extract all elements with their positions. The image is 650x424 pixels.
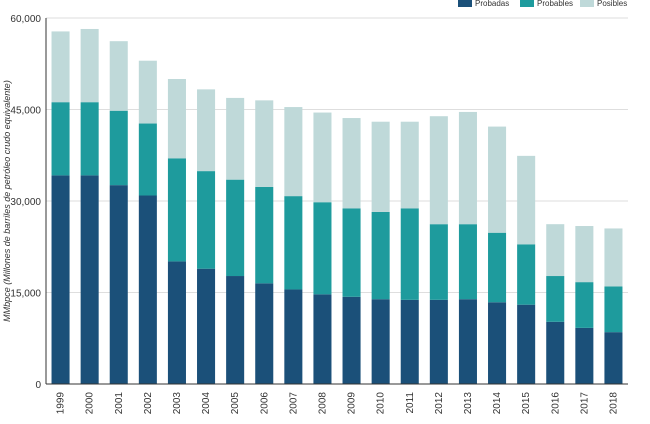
x-tick-label: 2002 xyxy=(143,392,154,415)
bar-probables-1999 xyxy=(51,102,70,176)
x-tick-label: 2009 xyxy=(347,392,358,415)
bar-posibles-2015 xyxy=(517,155,536,245)
legend: Probadas Probables Posibles xyxy=(458,0,627,8)
legend-swatch-posibles xyxy=(580,0,594,7)
bar-probadas-2004 xyxy=(197,268,216,384)
x-tick-label: 2016 xyxy=(550,392,561,415)
bar-posibles-2009 xyxy=(342,118,361,209)
x-tick-label: 2004 xyxy=(201,392,212,415)
bar-probadas-2016 xyxy=(546,321,565,384)
axes xyxy=(45,18,628,385)
bar-probables-2013 xyxy=(458,224,477,300)
bar-probables-2000 xyxy=(80,102,99,176)
bar-probables-2018 xyxy=(604,286,623,333)
bar-posibles-2018 xyxy=(604,228,623,287)
x-tick-label: 2017 xyxy=(579,392,590,415)
y-axis-label: MMbpce (Millones de barriles de petróleo… xyxy=(2,80,12,322)
bar-posibles-2012 xyxy=(429,116,448,225)
y-tick-label: 0 xyxy=(35,380,41,391)
bar-probables-2002 xyxy=(138,123,157,196)
bar-probadas-2013 xyxy=(458,299,477,384)
bar-posibles-2013 xyxy=(458,111,477,225)
bar-posibles-2002 xyxy=(138,60,157,124)
x-tick-label: 2013 xyxy=(463,392,474,415)
bar-posibles-2011 xyxy=(400,121,419,209)
y-tick-label: 15,000 xyxy=(10,289,41,300)
bar-posibles-2016 xyxy=(546,224,565,277)
x-tick-label: 2010 xyxy=(376,392,387,415)
legend-label-probables: Probables xyxy=(537,0,573,8)
bar-probadas-2002 xyxy=(138,195,157,384)
bar-probables-2012 xyxy=(429,224,448,300)
x-tick-label: 2011 xyxy=(405,392,416,414)
bar-probables-2014 xyxy=(488,232,507,303)
legend-swatch-probables xyxy=(520,0,534,7)
bar-probables-2007 xyxy=(284,196,303,290)
y-tick-label: 45,000 xyxy=(10,106,41,117)
x-tick-label: 2008 xyxy=(317,392,328,415)
bar-posibles-2003 xyxy=(167,79,186,159)
bar-posibles-2004 xyxy=(197,89,216,172)
bar-posibles-2005 xyxy=(226,97,245,180)
x-tick-label: 2001 xyxy=(114,392,125,415)
bar-probables-2005 xyxy=(226,179,245,277)
bar-posibles-1999 xyxy=(51,31,70,103)
x-tick-label: 2014 xyxy=(492,392,503,415)
bar-probadas-2009 xyxy=(342,296,361,384)
bar-probadas-2012 xyxy=(429,299,448,384)
bar-probables-2009 xyxy=(342,208,361,297)
x-tick-label: 2005 xyxy=(230,392,241,415)
bar-probadas-2001 xyxy=(109,185,128,384)
x-tick-label: 2003 xyxy=(172,392,183,415)
x-tick-label: 2007 xyxy=(288,392,299,415)
bar-probadas-2000 xyxy=(80,175,99,384)
legend-label-probadas: Probadas xyxy=(475,0,509,8)
bar-posibles-2014 xyxy=(488,126,507,233)
bar-probables-2015 xyxy=(517,244,536,305)
bar-posibles-2006 xyxy=(255,100,274,187)
bar-probadas-2008 xyxy=(313,294,332,384)
bar-probadas-2018 xyxy=(604,332,623,384)
x-tick-label: 2006 xyxy=(259,392,270,415)
bar-probables-2001 xyxy=(109,110,128,186)
bar-probadas-2005 xyxy=(226,276,245,384)
bar-posibles-2000 xyxy=(80,28,99,103)
x-axis-ticks: 1999 2000 2001 2002 2003 2004 2005 2006 2007 2008… xyxy=(56,392,620,415)
legend-swatch-probadas xyxy=(458,0,472,7)
bar-probadas-2010 xyxy=(371,299,390,384)
bar-probadas-1999 xyxy=(51,175,70,384)
bar-posibles-2017 xyxy=(575,226,594,283)
y-axis-ticks: 0 15,000 30,000 45,000 60,000 xyxy=(10,14,41,391)
bar-probables-2016 xyxy=(546,276,565,322)
bar-posibles-2007 xyxy=(284,107,303,197)
x-tick-label: 2018 xyxy=(608,392,619,415)
bar-probadas-2015 xyxy=(517,304,536,384)
bar-posibles-2001 xyxy=(109,41,128,111)
y-tick-label: 60,000 xyxy=(10,14,41,25)
y-tick-label: 30,000 xyxy=(10,197,41,208)
bar-probables-2006 xyxy=(255,186,274,284)
bar-probables-2010 xyxy=(371,211,390,300)
bar-probables-2011 xyxy=(400,208,419,300)
bar-probables-2017 xyxy=(575,282,594,328)
bar-posibles-2010 xyxy=(371,121,390,212)
bar-probadas-2017 xyxy=(575,327,594,384)
bar-probadas-2014 xyxy=(488,302,507,384)
bar-probadas-2011 xyxy=(400,299,419,384)
bar-probadas-2006 xyxy=(255,283,274,384)
x-tick-label: 1999 xyxy=(56,392,67,415)
x-tick-label: 2012 xyxy=(434,392,445,415)
bar-probables-2003 xyxy=(167,158,186,262)
x-tick-label: 2000 xyxy=(85,392,96,415)
bar-posibles-2008 xyxy=(313,112,332,203)
bar-probables-2004 xyxy=(197,171,216,269)
bars xyxy=(51,28,623,384)
bar-probadas-2003 xyxy=(167,261,186,384)
bar-probables-2008 xyxy=(313,202,332,295)
legend-label-posibles: Posibles xyxy=(597,0,627,8)
gridlines xyxy=(46,17,628,293)
x-tick-label: 2015 xyxy=(521,392,532,415)
bar-probadas-2007 xyxy=(284,289,303,384)
